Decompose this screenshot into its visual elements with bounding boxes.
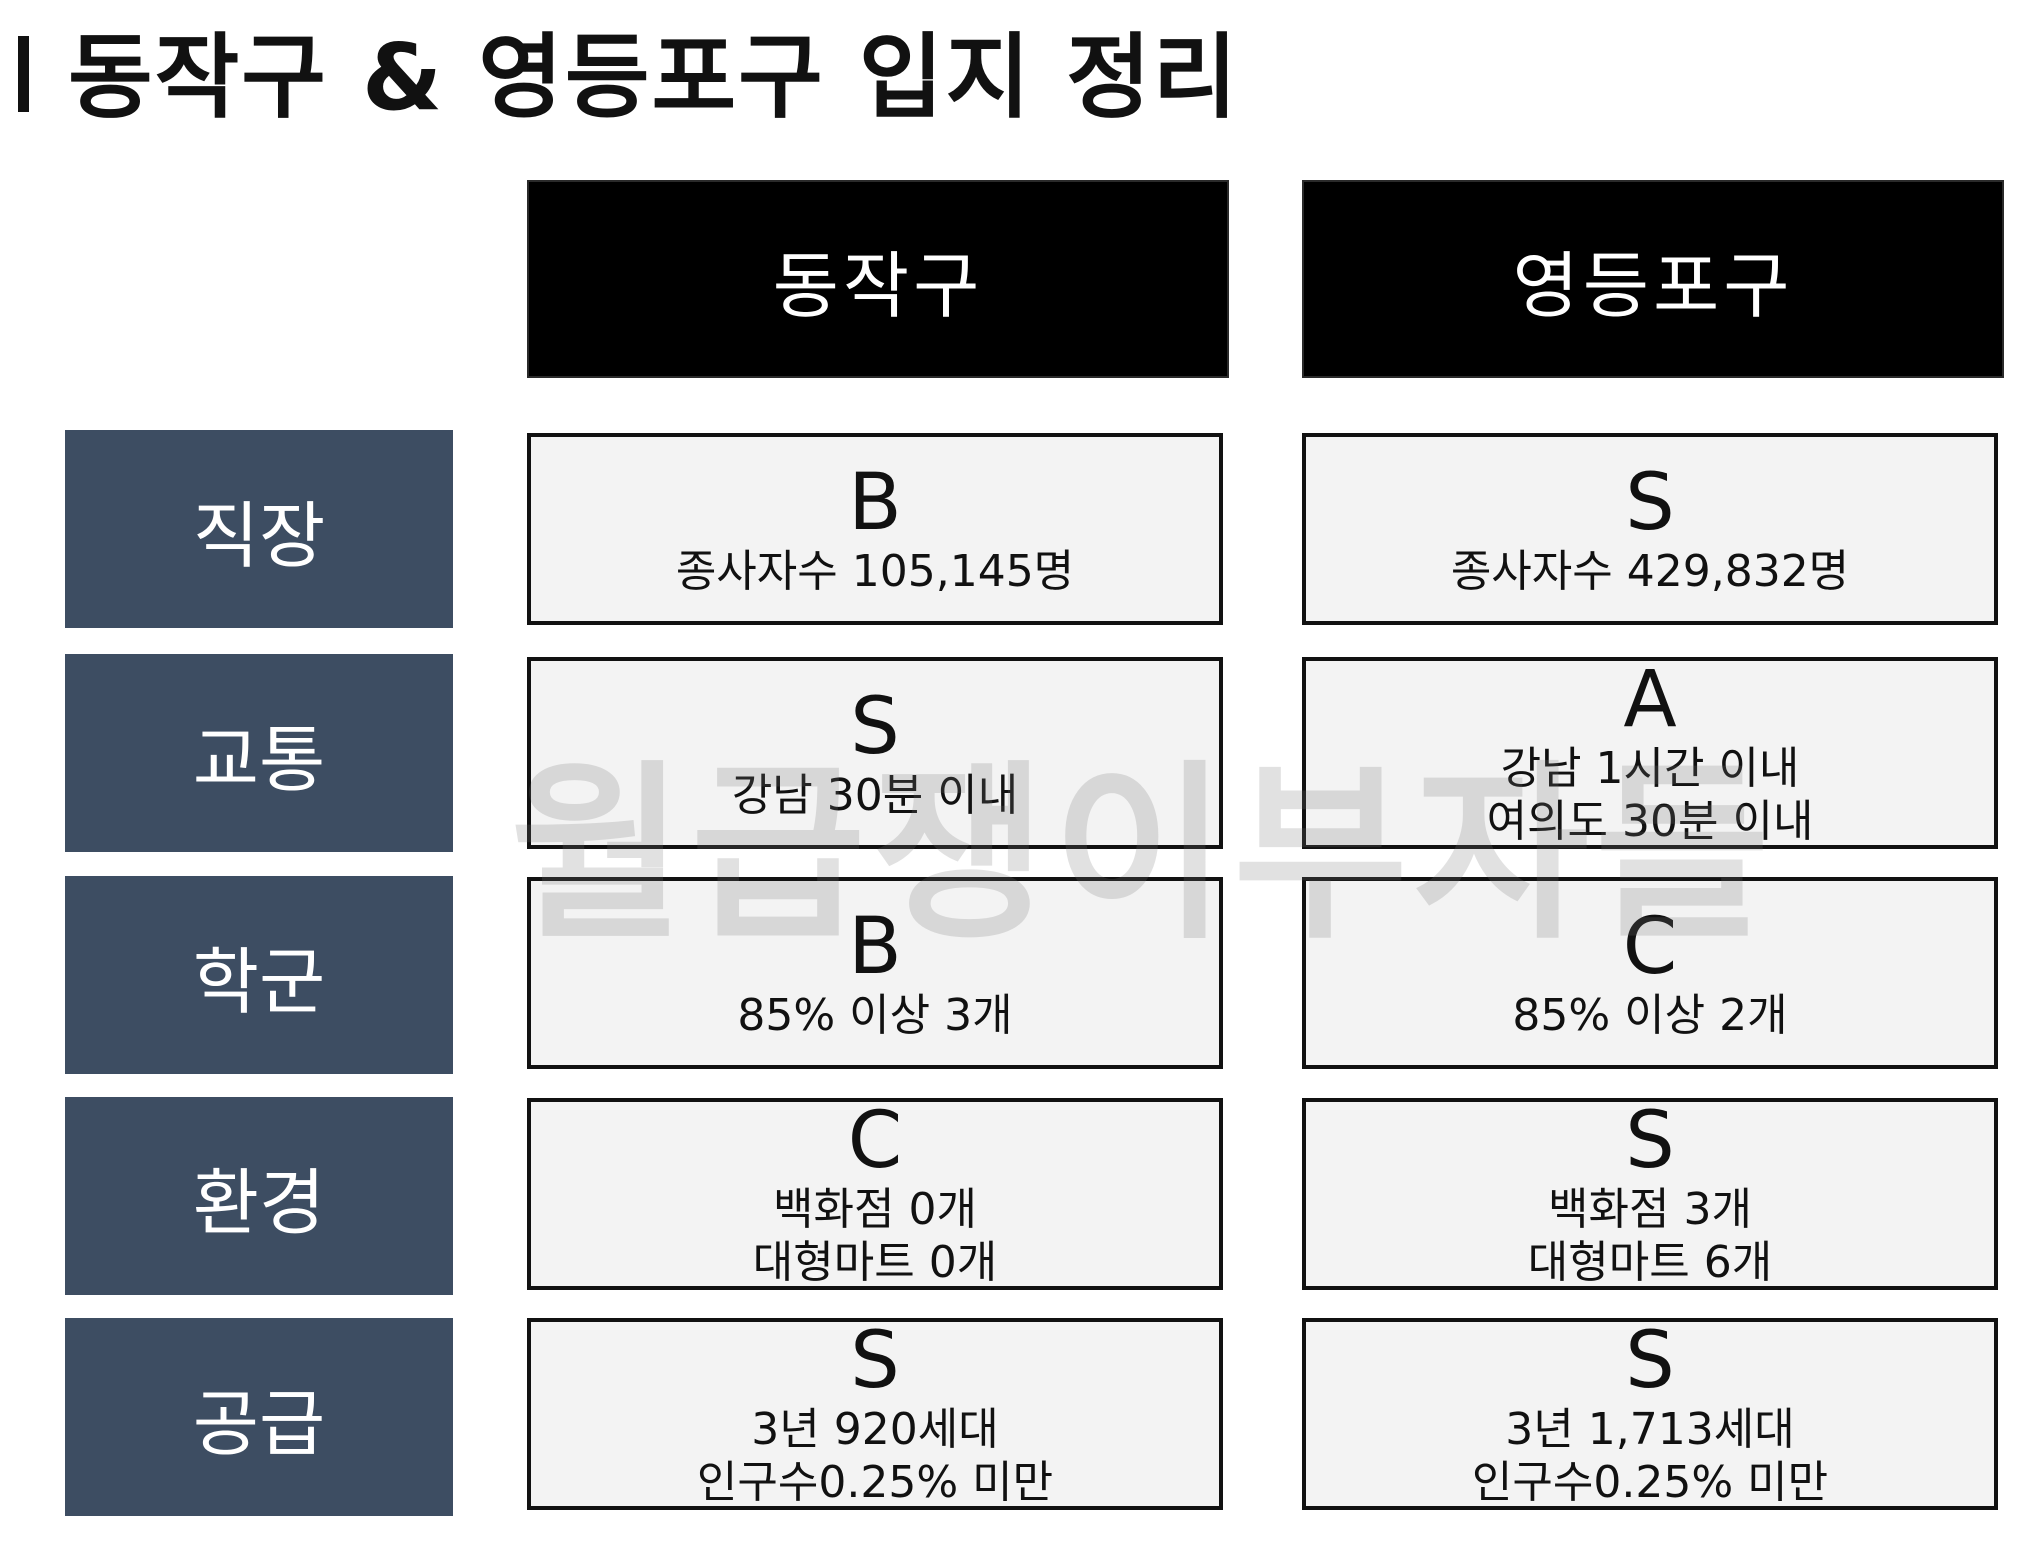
row-label-workplace: 직장 [65,430,453,628]
detail-line-2: 대형마트 0개 [752,1237,998,1288]
cell-dongjak-school: B 85% 이상 3개 [527,877,1223,1069]
cell-dongjak-workplace: B 종사자수 105,145명 [527,433,1223,625]
grade: S [1625,457,1675,548]
cell-yeongdeungpo-school: C 85% 이상 2개 [1302,877,1998,1069]
detail-line-1: 종사자수 105,145명 [675,545,1075,597]
cell-dongjak-environment: C 백화점 0개 대형마트 0개 [527,1098,1223,1290]
detail-line-1: 85% 이상 3개 [737,989,1013,1041]
cell-yeongdeungpo-environment: S 백화점 3개 대형마트 6개 [1302,1098,1998,1290]
column-header-yeongdeungpo: 영등포구 [1302,180,2004,378]
grade: S [850,1316,900,1406]
column-header-dongjak: 동작구 [527,180,1229,378]
grade: C [847,1096,903,1186]
cell-dongjak-transport: S 강남 30분 이내 [527,657,1223,849]
detail-line-2: 여의도 30분 이내 [1486,796,1814,847]
detail-line-1: 3년 1,713세대 [1505,1404,1795,1455]
grade: B [848,457,902,548]
row-label-environment: 환경 [65,1097,453,1295]
grade: A [1623,655,1677,745]
detail-line-1: 강남 1시간 이내 [1500,743,1800,794]
cell-yeongdeungpo-workplace: S 종사자수 429,832명 [1302,433,1998,625]
detail-line-2: 인구수0.25% 미만 [1471,1457,1829,1508]
page-title: 동작구 & 영등포구 입지 정리 [68,24,1240,131]
grade: C [1622,901,1678,992]
cell-yeongdeungpo-supply: S 3년 1,713세대 인구수0.25% 미만 [1302,1318,1998,1510]
detail-line-1: 종사자수 429,832명 [1450,545,1850,597]
detail-line-1: 백화점 0개 [773,1184,977,1235]
cell-dongjak-supply: S 3년 920세대 인구수0.25% 미만 [527,1318,1223,1510]
grade: S [1625,1096,1675,1186]
detail-line-2: 대형마트 6개 [1527,1237,1773,1288]
grade: S [850,681,900,772]
detail-line-1: 85% 이상 2개 [1512,989,1788,1041]
cell-yeongdeungpo-transport: A 강남 1시간 이내 여의도 30분 이내 [1302,657,1998,849]
title-accent-bar [18,36,29,112]
grade: B [848,901,902,992]
column-header-label: 영등포구 [1512,243,1794,328]
detail-line-1: 3년 920세대 [751,1404,999,1455]
detail-line-1: 강남 30분 이내 [731,769,1019,821]
grade: S [1625,1316,1675,1406]
row-label-supply: 공급 [65,1318,453,1516]
detail-line-1: 백화점 3개 [1548,1184,1752,1235]
row-label-school: 학군 [65,876,453,1074]
detail-line-2: 인구수0.25% 미만 [696,1457,1054,1508]
column-header-label: 동작구 [772,243,984,328]
row-label-transport: 교통 [65,654,453,852]
